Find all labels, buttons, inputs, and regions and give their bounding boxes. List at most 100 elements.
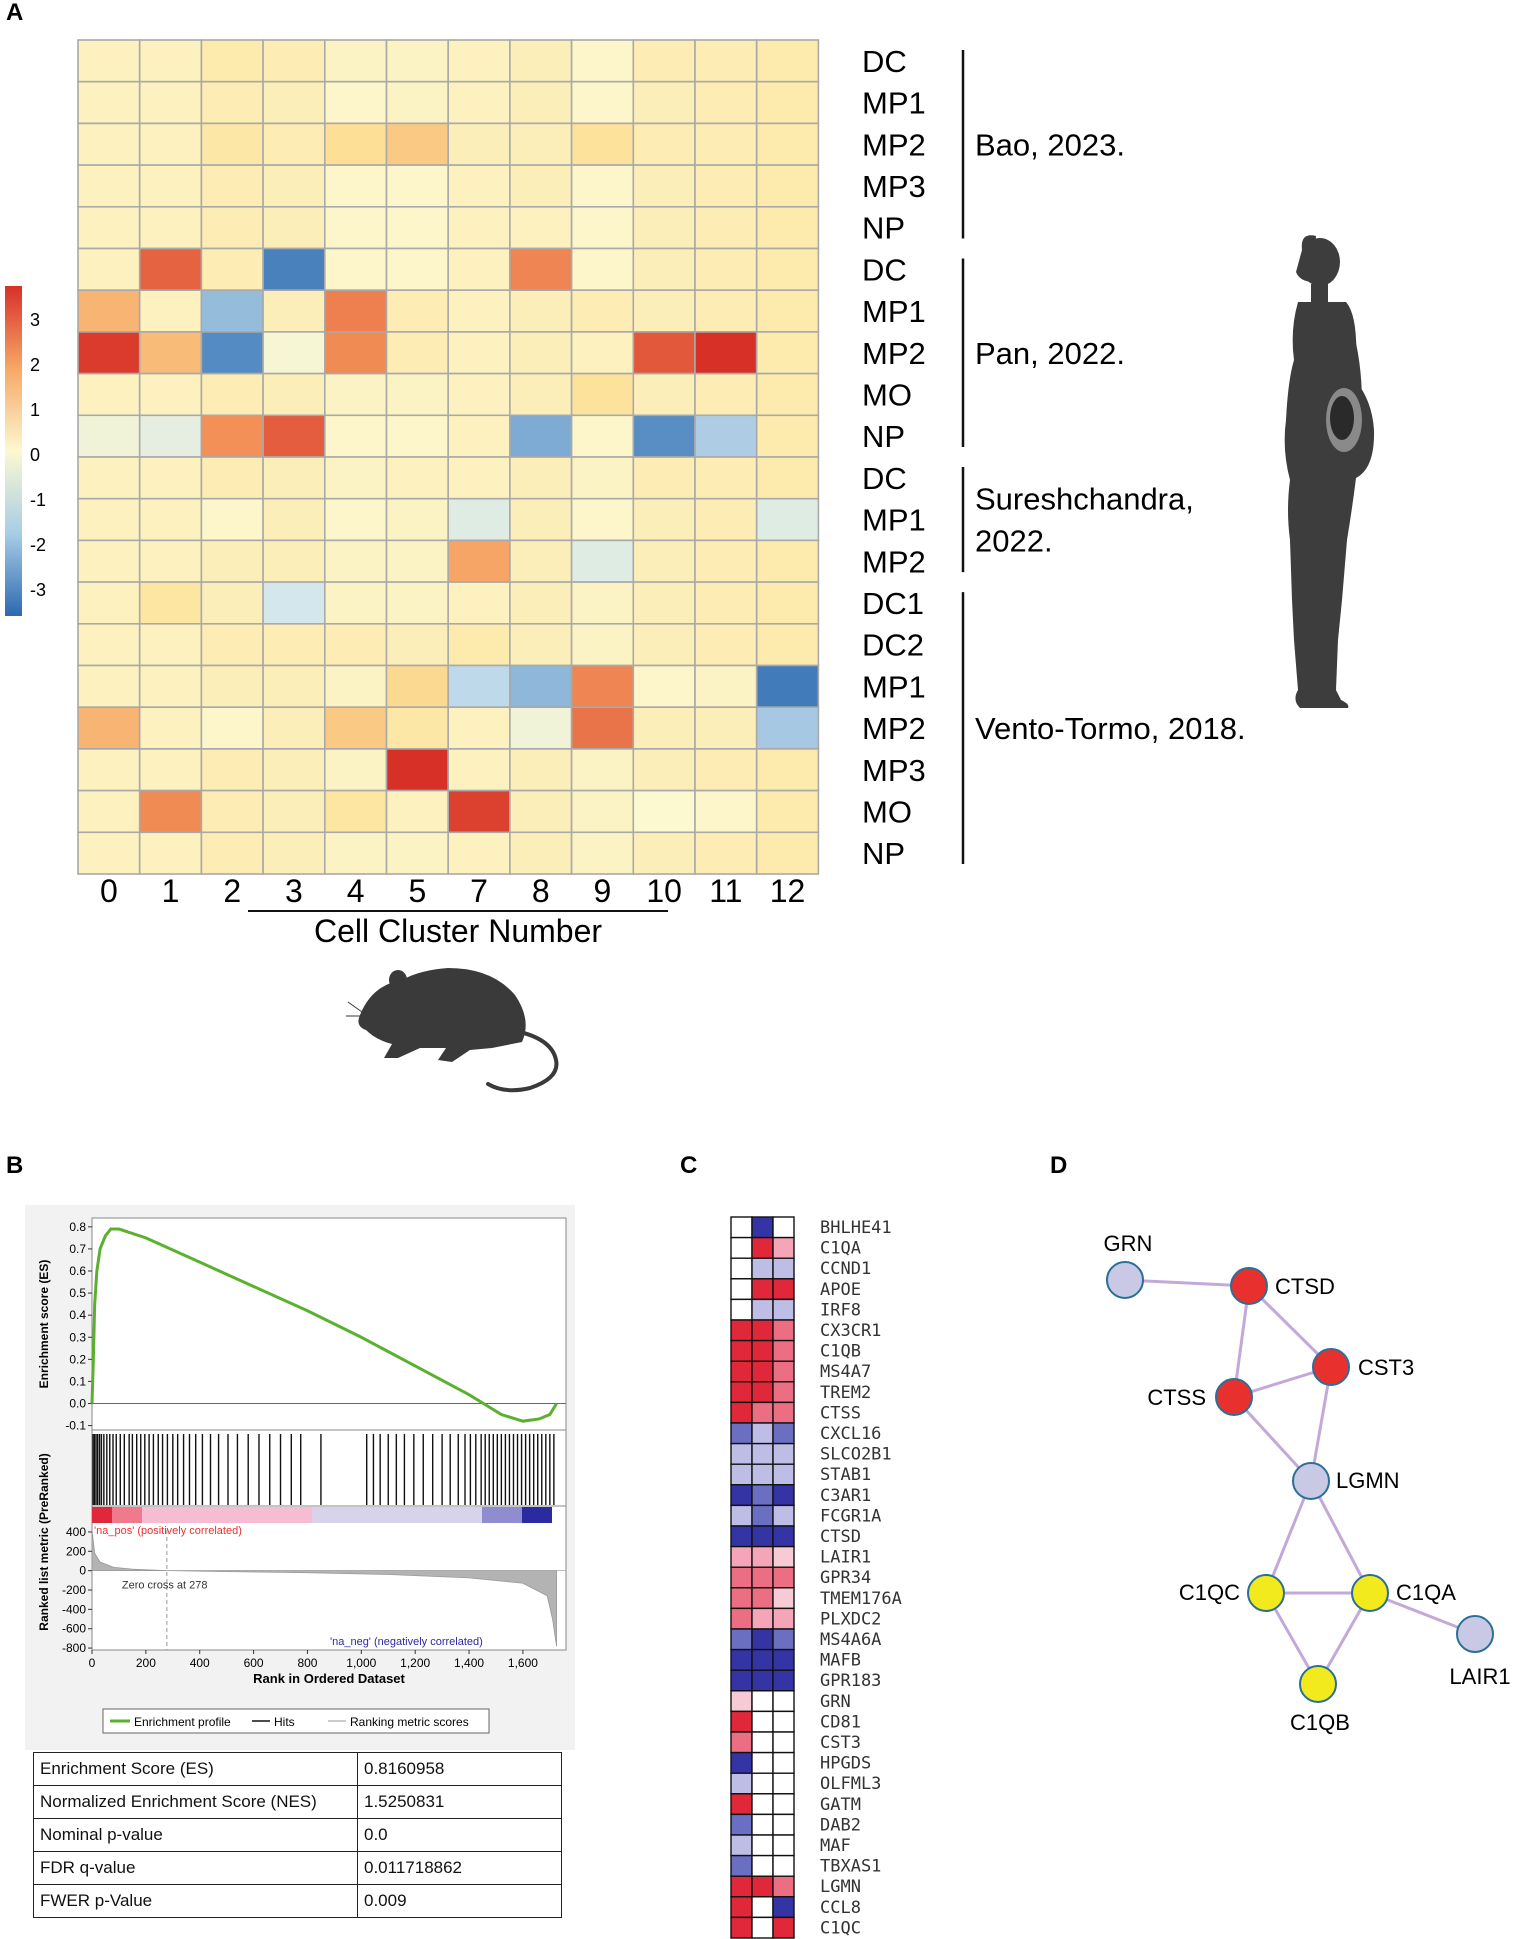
heatmap-cell [138,80,203,125]
network-node-label: C1QA [1396,1580,1456,1605]
heatmap-cell [694,581,758,625]
panel-label-b: B [6,1152,23,1179]
gene-cell [730,1834,753,1857]
heatmap-cell [200,206,264,250]
heatmap-cell [385,539,450,583]
gene-cell [772,1813,795,1836]
zero-cross-annotation: Zero cross at 278 [122,1580,208,1592]
heatmap-cell [755,581,820,625]
heatmap-cell [138,748,203,792]
row-label: MP2 [862,544,926,579]
gene-label: DAB2 [820,1815,861,1835]
row-label: NP [862,211,905,246]
network-node-label: LAIR1 [1449,1664,1510,1689]
heatmap-cell [509,331,573,375]
gene-network: GRN CTSD CST3 CTSS LGMN C1QC C1QA LAIR1 C1QB [1104,1231,1511,1735]
heatmap-cell [694,247,758,292]
heatmap-cell [385,456,450,500]
gene-cell [751,1401,774,1424]
heatmap-cell [262,748,326,792]
heatmap-cell [323,122,388,166]
gene-cell [751,1628,774,1651]
heatmap-cell [262,622,326,667]
gene-cell [772,1834,795,1857]
gene-cell [730,1751,753,1774]
gene-cell [730,1896,753,1919]
gene-cell [772,1525,795,1548]
gene-cell [772,1731,795,1754]
gene-cell [751,1545,774,1568]
gene-cell [730,1278,753,1301]
gene-cell [730,1690,753,1713]
gene-cell [772,1319,795,1342]
heatmap-cell [200,80,264,125]
gene-cell [751,1690,774,1713]
gene-label: HPGDS [820,1754,871,1774]
gene-cell [772,1484,795,1507]
heatmap-cell [755,414,820,458]
rank-bar-pos [112,1507,142,1523]
gene-label: MS4A7 [820,1362,871,1382]
gsea-stat-value: 1.5250831 [357,1785,562,1819]
x-tick-label: 800 [297,1656,317,1670]
gene-cell [730,1298,753,1321]
cluster-label: 2 [223,873,241,909]
heatmap-cell [632,39,696,83]
gene-label: MS4A6A [820,1630,881,1650]
network-node-label: CST3 [1358,1355,1414,1380]
heatmap-cell [570,831,635,875]
gene-label: C3AR1 [820,1486,871,1506]
gsea-table-row: Normalized Enrichment Score (NES) 1.52508… [33,1785,562,1819]
gene-label: CXCL16 [820,1424,881,1444]
heatmap-cell [509,664,573,709]
rank-bar-dark-neg [522,1507,552,1523]
heatmap-cell [138,706,203,750]
gene-cell [730,1710,753,1733]
colorbar-tick-label: 2 [30,355,40,375]
heatmap-cell [262,456,326,500]
gene-label: OLFML3 [820,1774,881,1794]
heatmap-cell [262,497,326,542]
heatmap-cell [570,247,635,292]
gene-cell [751,1566,774,1589]
gsea-stat-name: FWER p-Value [33,1884,358,1918]
heatmap-cell [570,456,635,500]
network-node [1230,1267,1268,1305]
heatmap-cell [447,331,511,375]
heatmap-cell [447,372,511,417]
heatmap-cell [200,789,264,834]
gene-cell [772,1628,795,1651]
heatmap-cell [200,247,264,292]
panel-label-c: C [680,1152,697,1179]
heatmap-cell [509,414,573,458]
heatmap-cell [138,497,203,542]
gene-label: GRN [820,1692,851,1712]
network-node [1299,1665,1337,1703]
network-edge [1309,1366,1333,1482]
heatmap-cell [447,414,511,458]
heatmap-cell [509,206,573,250]
heatmap-cell [262,581,326,625]
heatmap-cell [632,748,696,792]
gene-label: CD81 [820,1712,861,1732]
heatmap-cell [323,414,388,458]
gene-cell [730,1422,753,1445]
pos-annotation: 'na_pos' (positively correlated) [94,1525,242,1537]
es-tick-label: 0.3 [69,1330,86,1344]
heatmap-cell [385,289,450,333]
gene-cell [751,1916,774,1939]
colorbar-ticks: 3 2 1 0 -1 -2 -3 [30,310,46,600]
gene-cell [751,1463,774,1486]
heatmap-cell [570,39,635,83]
network-node-label: CTSS [1147,1385,1206,1410]
heatmap-cell [138,289,203,333]
heatmap-cell [385,581,450,625]
network-node-label: LGMN [1336,1468,1400,1493]
heatmap-cell [447,456,511,500]
heatmap-cell [447,831,511,875]
heatmap-cell [77,664,141,709]
heatmap-cell [77,331,141,375]
heatmap-cell [262,289,326,333]
heatmap-cell [570,497,635,542]
gene-cell [751,1813,774,1836]
